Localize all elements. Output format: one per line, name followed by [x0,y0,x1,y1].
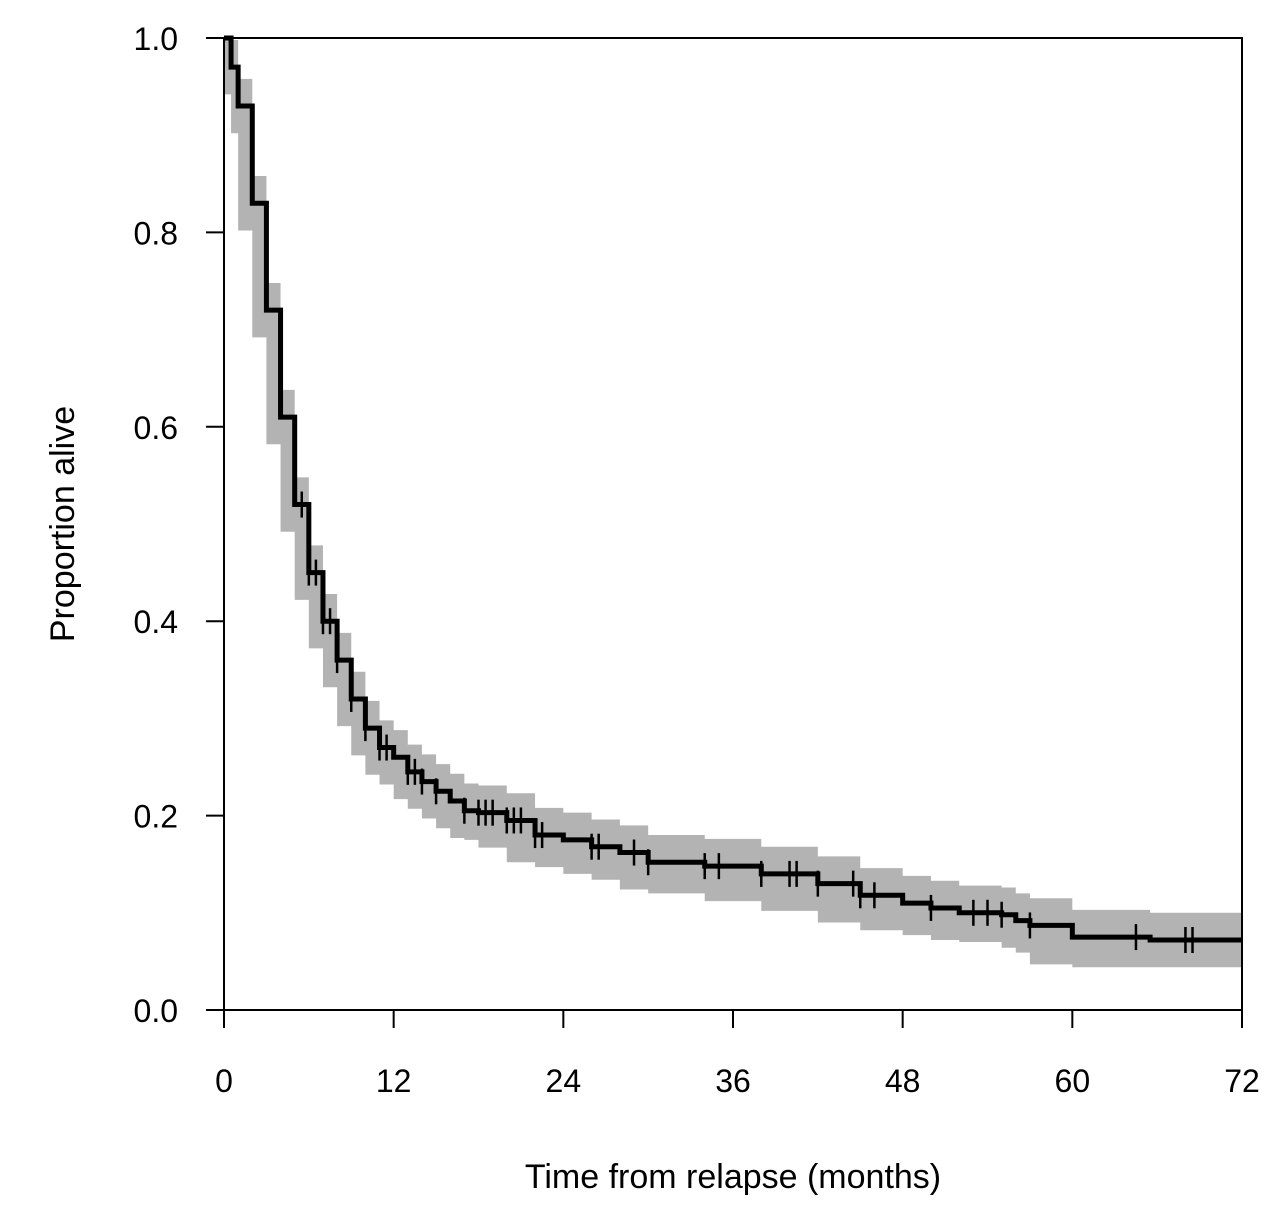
confidence-band [224,38,1242,968]
x-tick-label: 12 [376,1063,412,1099]
x-tick-label: 0 [215,1063,233,1099]
y-tick-label: 0.0 [134,993,178,1029]
y-tick-label: 1.0 [134,21,178,57]
x-tick-label: 24 [546,1063,582,1099]
x-tick-label: 72 [1224,1063,1260,1099]
x-axis-label: Time from relapse (months) [525,1158,941,1196]
y-tick-label: 0.4 [134,604,178,640]
x-tick-label: 48 [885,1063,921,1099]
km-curve-layer [224,35,1242,943]
y-tick-label: 0.8 [134,215,178,251]
censor-marks-layer [300,491,1194,954]
y-tick-label: 0.2 [134,799,178,835]
x-tick-label: 36 [715,1063,751,1099]
x-tick-label: 60 [1055,1063,1091,1099]
y-tick-label: 0.6 [134,410,178,446]
confidence-band-layer [224,38,1242,968]
km-curve [224,35,1242,943]
y-axis-label: Proportion alive [44,406,82,642]
axes: 0 12 24 36 48 60 72 0.0 0.2 0.4 0.6 0.8 1.0 [134,21,1260,1099]
